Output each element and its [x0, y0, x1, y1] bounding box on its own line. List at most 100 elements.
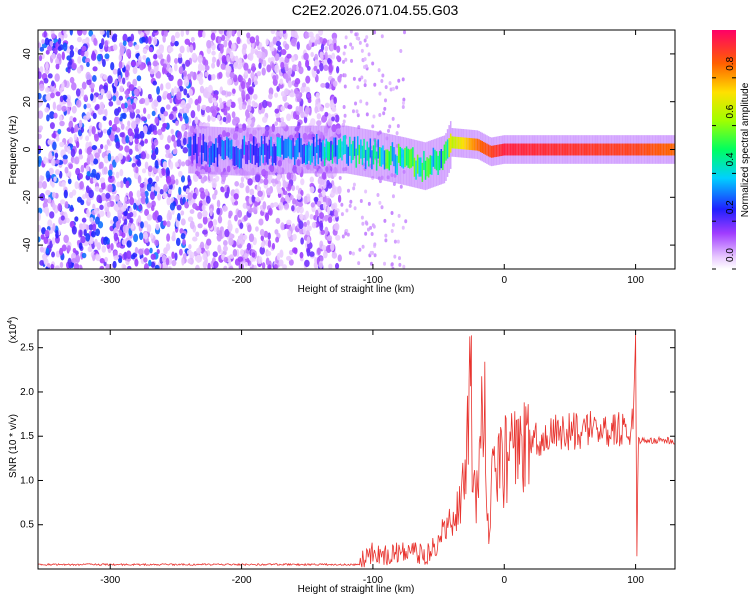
spectrogram-cell [470, 138, 472, 151]
spectrogram-cell [536, 143, 539, 156]
spectrogram-cell [105, 263, 110, 269]
spectrogram-cell [136, 160, 142, 167]
spectrogram-cell [399, 184, 403, 189]
spectrogram-cell [280, 222, 285, 231]
spectrogram-cell [161, 254, 167, 264]
spectrogram-cell [287, 230, 292, 238]
spectrogram-x-tick-label: -200 [232, 275, 252, 286]
spectrogram-cell [320, 54, 324, 61]
spectrogram-cell [321, 38, 328, 44]
spectrogram-cell [334, 137, 337, 157]
spectrogram-cell [412, 147, 414, 167]
spectrogram-cell [83, 103, 87, 110]
spectrogram-cell [612, 143, 614, 156]
spectrogram-cell [75, 254, 81, 263]
spectrogram-cell [132, 66, 138, 75]
spectrogram-cell [80, 88, 85, 97]
spectrogram-cell [117, 67, 122, 77]
spectrogram-cell [41, 53, 45, 60]
spectrogram-cell [81, 81, 87, 90]
spectrogram-cell [129, 211, 134, 218]
snr-y-tick-label: 1.5 [20, 431, 34, 442]
spectrogram-cell [364, 64, 368, 69]
spectrogram-cell [651, 143, 654, 156]
spectrogram-cell [112, 260, 117, 269]
spectrogram-cell [336, 145, 338, 165]
spectrogram-cell [331, 203, 335, 211]
spectrogram-cell [223, 256, 229, 263]
spectrogram-cell [99, 258, 105, 264]
spectrogram-cell [620, 143, 622, 156]
spectrogram-x-axis: -300 -200 -100 0 100 [100, 30, 644, 286]
spectrogram-cell [306, 220, 310, 226]
spectrogram-cell [355, 36, 359, 41]
spectrogram-cell [291, 223, 296, 231]
spectrogram-cell [456, 136, 458, 149]
spectrogram-cell [43, 156, 48, 165]
spectrogram-cell [356, 113, 360, 118]
spectrogram-cell [214, 189, 218, 196]
spectrogram-cell [324, 226, 329, 236]
spectrogram-cell [129, 135, 133, 143]
snr-x-tick-label: -300 [100, 575, 120, 586]
spectrogram-cell [70, 126, 74, 134]
spectrogram-cell [117, 200, 123, 208]
spectrogram-cell [343, 113, 347, 118]
spectrogram-cell [76, 99, 82, 108]
spectrogram-cell [135, 133, 142, 139]
spectrogram-cell [163, 110, 169, 117]
spectrogram-cell [104, 144, 109, 151]
spectrogram-cell [176, 204, 182, 211]
spectrogram-cell [380, 205, 384, 210]
spectrogram-cell [137, 59, 142, 65]
spectrogram-cell [342, 51, 346, 56]
spectrogram-cell [104, 256, 109, 263]
spectrogram-cell [621, 143, 624, 156]
spectrogram-cell [530, 143, 532, 156]
spectrogram-cell [333, 222, 340, 232]
spectrogram-cell [207, 74, 212, 81]
spectrogram-cell [333, 137, 335, 157]
spectrogram-cell [155, 175, 160, 182]
spectrogram-cell [59, 199, 66, 205]
spectrogram-cell [167, 46, 174, 53]
spectrogram-cell [97, 94, 104, 100]
spectrogram-cell [199, 133, 201, 153]
spectrogram-cell [207, 221, 213, 229]
spectrogram-cell [384, 238, 388, 243]
spectrogram-cell [127, 99, 131, 106]
spectrogram-cell [103, 236, 108, 246]
spectrogram-cell [289, 92, 295, 98]
spectrogram-cell [45, 170, 51, 179]
spectrogram-cell [142, 55, 147, 61]
spectrogram-cell [95, 103, 100, 110]
spectrogram-cell [189, 71, 195, 77]
spectrogram-cell [200, 145, 203, 165]
spectrogram-cell [184, 201, 190, 209]
spectrogram-cell [316, 69, 320, 75]
spectrogram-cell [402, 149, 405, 169]
spectrogram-cell [121, 112, 127, 120]
spectrogram-cell [67, 98, 71, 106]
spectrogram-cell [223, 108, 228, 116]
spectrogram-cell [527, 143, 529, 156]
spectrogram-cell [195, 264, 200, 269]
spectrogram-cell [157, 193, 162, 201]
spectrogram-cell [224, 140, 227, 160]
spectrogram-cell [478, 139, 480, 152]
spectrogram-cell [232, 88, 236, 94]
spectrogram-cell [38, 133, 42, 140]
spectrogram-cell [117, 209, 122, 217]
spectrogram-cell [380, 78, 384, 83]
spectrogram-cell [383, 98, 387, 103]
spectrogram-cell [343, 44, 347, 49]
spectrogram-cell [218, 71, 223, 79]
spectrogram-cell [315, 33, 320, 40]
spectrogram-cell [183, 88, 188, 96]
spectrogram-cell [519, 143, 521, 156]
spectrogram-cell [236, 63, 243, 70]
spectrogram-cell [88, 224, 94, 231]
spectrogram-cell [386, 149, 389, 169]
spectrogram-cell [174, 161, 179, 168]
spectrogram-cell [81, 252, 87, 259]
